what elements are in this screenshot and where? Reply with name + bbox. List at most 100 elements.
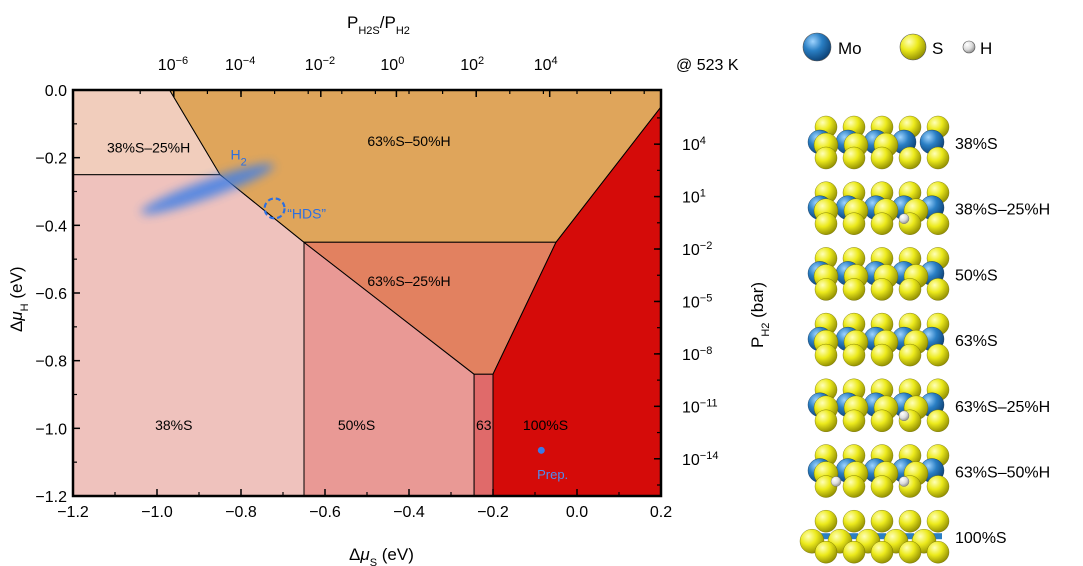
region-label-38%S: 38%S (155, 417, 192, 433)
x-tick-label: −0.2 (477, 504, 509, 521)
region-label-63: 63 (476, 417, 492, 433)
sulfur-atom (926, 343, 950, 367)
structure-label: 38%S–25%H (955, 202, 1050, 219)
legend-H-sphere (962, 40, 976, 54)
structure-label: 100%S (955, 530, 1007, 547)
right-tick-label: 10−11 (682, 397, 718, 416)
sulfur-atom (926, 510, 950, 533)
structure-5: 63%S–50%H (807, 444, 1050, 498)
sulfur-atom (870, 409, 894, 432)
hydrogen-atom (830, 476, 842, 487)
legend-S-label: S (932, 39, 943, 58)
sulfur-atom (870, 146, 894, 170)
sulfur-atom (842, 212, 866, 235)
sulfur-atom (814, 409, 838, 432)
sulfur-atom (842, 409, 866, 432)
structure-label: 63%S–50%H (955, 465, 1050, 482)
structure-label: 63%S–25%H (955, 399, 1050, 416)
sulfur-atom (898, 278, 922, 301)
right-tick-label: 10−5 (682, 292, 712, 311)
x-tick-label: 0.2 (650, 504, 672, 521)
sulfur-atom (870, 343, 894, 367)
sulfur-atom (898, 146, 922, 170)
right-tick-label: 10−8 (682, 345, 712, 364)
x-tick-label: −1.2 (57, 504, 89, 521)
right-tick-label: 101 (682, 188, 706, 207)
legend-Mo-sphere (802, 32, 832, 62)
structure-label: 50%S (955, 267, 998, 284)
x-tick-label: −1.0 (141, 504, 173, 521)
y-tick-label: 0.0 (45, 83, 67, 100)
sulfur-atom (814, 212, 838, 235)
phase-regions (73, 90, 661, 496)
sulfur-atom (898, 343, 922, 367)
sulfur-atom (842, 146, 866, 170)
structure-panel: 38%S 38%S–25%H 50%S 63%S 63%S–25%H 63%S–50%H 1… (799, 115, 1050, 564)
sulfur-atom (898, 510, 922, 533)
sulfur-atom (926, 146, 950, 170)
sulfur-atom (926, 475, 950, 498)
sulfur-atom (870, 278, 894, 301)
legend-Mo-label: Mo (838, 39, 862, 58)
top-tick-label: 102 (460, 55, 484, 74)
x-tick-label: −0.6 (309, 504, 341, 521)
y-tick-label: −1.0 (35, 421, 67, 438)
sulfur-atom (870, 475, 894, 498)
hydrogen-atom (898, 410, 910, 421)
prep-label: Prep. (537, 467, 568, 482)
structure-4: 63%S–25%H (807, 378, 1050, 432)
hydrogen-atom (898, 476, 910, 487)
y-tick-label: −0.6 (35, 286, 67, 303)
structure-2: 50%S (807, 247, 998, 301)
sulfur-atom (842, 278, 866, 301)
legend-H-label: H (980, 39, 992, 58)
hds-label: “HDS” (287, 205, 326, 221)
region-label-50%S: 50%S (338, 417, 375, 433)
sulfur-atom (870, 541, 894, 564)
sulfur-atom (842, 343, 866, 367)
y-tick-label: −1.2 (35, 489, 67, 506)
structure-3: 63%S (807, 312, 998, 367)
top-tick-label: 10−6 (158, 55, 188, 74)
sulfur-atom (926, 541, 950, 564)
hydrogen-atom (898, 213, 910, 224)
legend-S-sphere (899, 33, 927, 61)
region-38%S (73, 174, 305, 496)
sulfur-atom (814, 541, 838, 564)
right-tick-label: 10−14 (682, 450, 718, 469)
x-tick-label: 0.0 (566, 504, 588, 521)
temperature-label: @ 523 K (676, 57, 739, 74)
region-label-63%S–50%H: 63%S–50%H (367, 133, 450, 149)
sulfur-atom (926, 212, 950, 235)
sulfur-atom (842, 475, 866, 498)
prep-point (537, 446, 545, 454)
sulfur-atom (842, 541, 866, 564)
structure-label: 63%S (955, 333, 998, 350)
x-tick-label: −0.8 (225, 504, 257, 521)
sulfur-atom (814, 510, 838, 533)
structure-6: 100%S (799, 510, 1007, 564)
sulfur-atom (870, 510, 894, 533)
region-label-38%S–25%H: 38%S–25%H (107, 140, 190, 156)
sulfur-atom (814, 146, 838, 170)
sulfur-atom (870, 212, 894, 235)
right-axis-title: PH2 (bar) (748, 282, 772, 348)
top-tick-label: 10−4 (225, 55, 255, 74)
y-tick-label: −0.2 (35, 151, 67, 168)
y-tick-label: −0.4 (35, 218, 67, 235)
top-axis-title: PH2S/PH2 (347, 13, 410, 37)
structure-label: 38%S (955, 136, 998, 153)
plot-axes: −1.2 −1.0 −0.8 −0.6 −0.4 −0.2 0.0 0.2 0.0 −0.2 −0.… (7, 13, 772, 566)
structure-1: 38%S–25%H (807, 181, 1050, 235)
sulfur-atom (926, 278, 950, 301)
sulfur-atom (898, 541, 922, 564)
region-100%S (492, 106, 661, 496)
x-tick-label: −0.4 (393, 504, 425, 521)
top-tick-label: 104 (534, 55, 558, 74)
top-tick-label: 10−2 (305, 55, 335, 74)
region-label-100%S: 100%S (523, 417, 568, 433)
atom-legend: Mo S H (802, 32, 992, 62)
right-tick-label: 10−2 (682, 240, 712, 259)
region-63 (473, 373, 494, 496)
